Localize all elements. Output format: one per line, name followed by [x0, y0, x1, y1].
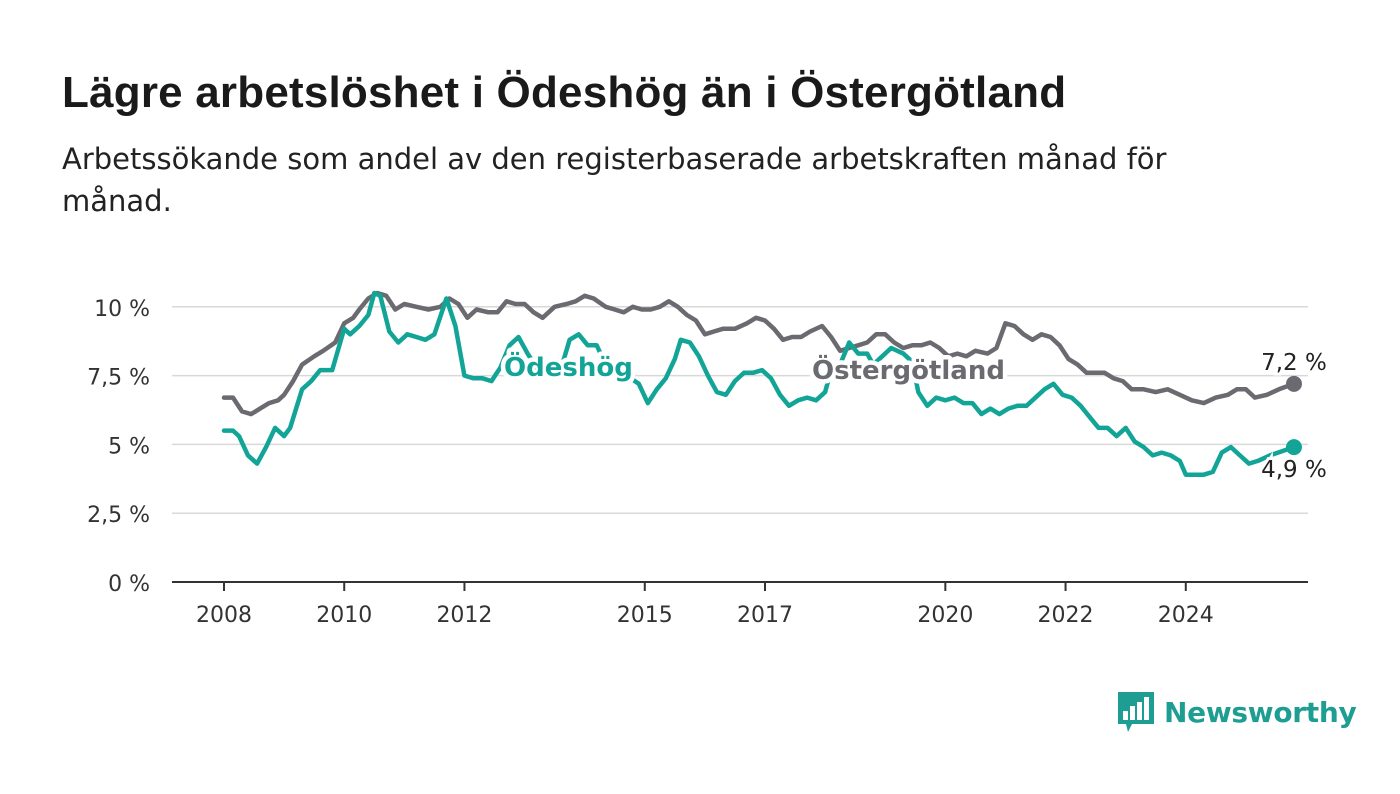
- chart-title: Lägre arbetslöshet i Ödeshög än i Österg…: [62, 68, 1067, 117]
- series-end-label: 7,2 %: [1261, 350, 1327, 376]
- y-tick-label: 7,5 %: [87, 366, 150, 391]
- y-tick-label: 10 %: [94, 297, 150, 322]
- brand-name: Newsworthy: [1164, 695, 1357, 729]
- series-line-0: [221, 290, 1297, 417]
- series-end-point: [1285, 375, 1302, 392]
- y-tick-label: 0 %: [108, 572, 150, 597]
- y-tick-label: 2,5 %: [87, 503, 150, 528]
- series-name-label: Östergötland: [812, 353, 1005, 386]
- brand-logo: Newsworthy: [1118, 690, 1357, 734]
- series-name-label: Ödeshög: [504, 350, 633, 383]
- series-line-1: [221, 290, 1297, 477]
- chart-labels: 7,2 % 4,9 % Ödeshög Östergötland: [500, 346, 1330, 487]
- x-tick-label: 2017: [737, 603, 793, 628]
- x-tick-label: 2012: [436, 603, 492, 628]
- y-tick-label: 5 %: [108, 434, 150, 459]
- series-lines: [221, 290, 1297, 477]
- series-end-point: [1285, 439, 1302, 456]
- x-axis: 2008 2010 2012 2015 2017 2020 2022 2024: [172, 581, 1308, 628]
- newsworthy-logo-icon: [1118, 692, 1154, 732]
- series-end-label: 4,9 %: [1261, 457, 1327, 483]
- x-tick-label: 2010: [316, 603, 372, 628]
- x-tick-label: 2015: [617, 603, 673, 628]
- x-tick-label: 2020: [917, 603, 973, 628]
- y-axis: 0 % 2,5 % 5 % 7,5 % 10 %: [87, 297, 150, 597]
- chart-subtitle: Arbetssökande som andel av den registerb…: [62, 142, 1167, 218]
- x-tick-label: 2022: [1038, 603, 1094, 628]
- x-tick-label: 2008: [196, 603, 252, 628]
- x-tick-label: 2024: [1158, 603, 1214, 628]
